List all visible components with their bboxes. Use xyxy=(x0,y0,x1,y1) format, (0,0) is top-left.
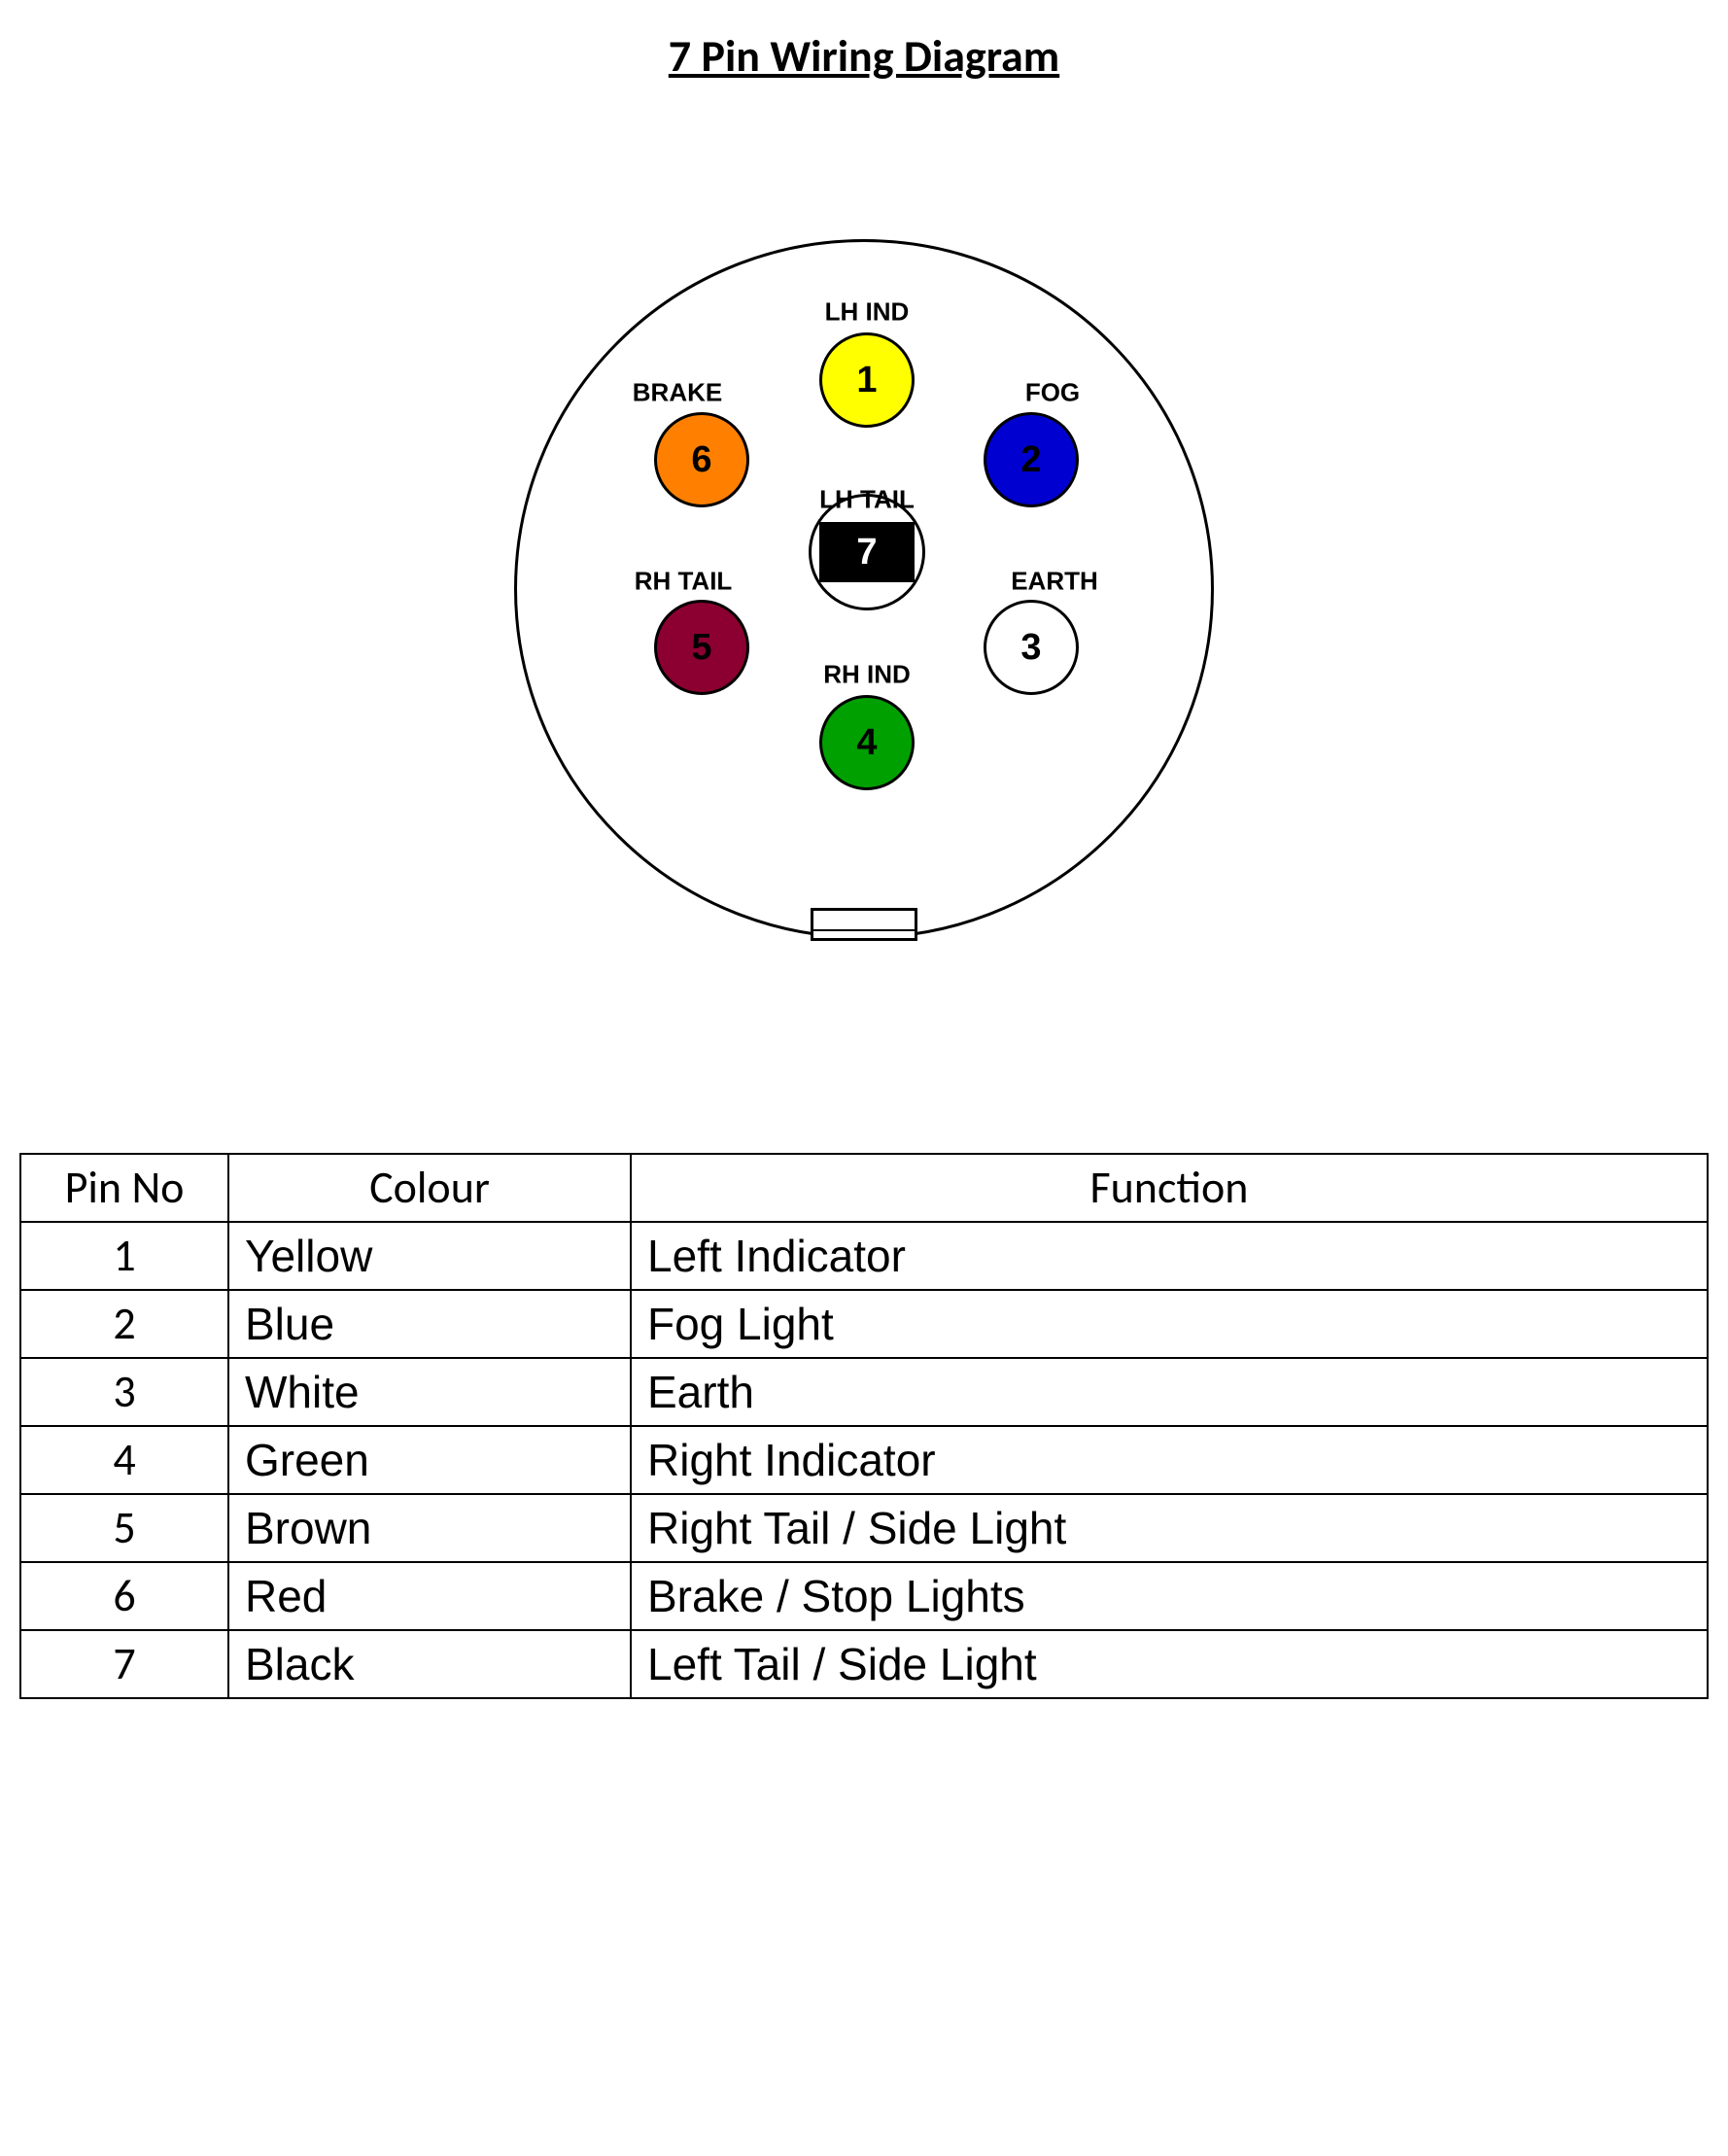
table-row: 4 Green Right Indicator xyxy=(20,1426,1708,1494)
pin-5-label: RH TAIL xyxy=(635,567,733,597)
table-row: 6 Red Brake / Stop Lights xyxy=(20,1562,1708,1630)
cell-colour: White xyxy=(228,1358,631,1426)
pin-7: 7 xyxy=(819,522,915,582)
cell-colour: Red xyxy=(228,1562,631,1630)
pin-6-label: BRAKE xyxy=(633,378,722,408)
cell-function: Right Indicator xyxy=(631,1426,1708,1494)
cell-pin: 5 xyxy=(20,1494,228,1562)
pin-3: 3 xyxy=(984,600,1079,695)
cell-colour: Black xyxy=(228,1630,631,1698)
cell-function: Earth xyxy=(631,1358,1708,1426)
cell-pin: 1 xyxy=(20,1222,228,1290)
pin-2: 2 xyxy=(984,412,1079,507)
page-title: 7 Pin Wiring Diagram xyxy=(19,29,1709,84)
cell-colour: Blue xyxy=(228,1290,631,1358)
pin-2-label: FOG xyxy=(1025,378,1080,408)
table-header-row: Pin No Colour Function xyxy=(20,1154,1708,1222)
connector-notch xyxy=(811,908,917,941)
cell-function: Right Tail / Side Light xyxy=(631,1494,1708,1562)
cell-pin: 7 xyxy=(20,1630,228,1698)
col-header-pin: Pin No xyxy=(20,1154,228,1222)
pin-4: 4 xyxy=(819,695,915,790)
table-row: 1 Yellow Left Indicator xyxy=(20,1222,1708,1290)
cell-pin: 3 xyxy=(20,1358,228,1426)
cell-pin: 2 xyxy=(20,1290,228,1358)
table-row: 2 Blue Fog Light xyxy=(20,1290,1708,1358)
col-header-colour: Colour xyxy=(228,1154,631,1222)
pin-table: Pin No Colour Function 1 Yellow Left Ind… xyxy=(19,1153,1709,1699)
pin-1-label: LH IND xyxy=(825,297,910,328)
cell-colour: Green xyxy=(228,1426,631,1494)
pin-3-label: EARTH xyxy=(1011,567,1098,597)
table-row: 7 Black Left Tail / Side Light xyxy=(20,1630,1708,1698)
cell-pin: 4 xyxy=(20,1426,228,1494)
connector-notch-line xyxy=(811,929,917,931)
connector-diagram-wrap: LH TAIL 7 LH IND 1 FOG 2 EARTH 3 RH IND … xyxy=(19,239,1709,939)
pin-4-label: RH IND xyxy=(823,660,911,690)
table-row: 5 Brown Right Tail / Side Light xyxy=(20,1494,1708,1562)
cell-pin: 6 xyxy=(20,1562,228,1630)
cell-function: Left Tail / Side Light xyxy=(631,1630,1708,1698)
connector-diagram: LH TAIL 7 LH IND 1 FOG 2 EARTH 3 RH IND … xyxy=(514,239,1214,939)
cell-function: Fog Light xyxy=(631,1290,1708,1358)
cell-function: Brake / Stop Lights xyxy=(631,1562,1708,1630)
page: 7 Pin Wiring Diagram LH TAIL 7 LH IND 1 … xyxy=(0,0,1728,1757)
pin-1: 1 xyxy=(819,332,915,428)
cell-colour: Brown xyxy=(228,1494,631,1562)
cell-function: Left Indicator xyxy=(631,1222,1708,1290)
pin-6: 6 xyxy=(654,412,749,507)
pin-7-label: LH TAIL xyxy=(819,485,915,515)
col-header-function: Function xyxy=(631,1154,1708,1222)
cell-colour: Yellow xyxy=(228,1222,631,1290)
pin-5: 5 xyxy=(654,600,749,695)
table-row: 3 White Earth xyxy=(20,1358,1708,1426)
